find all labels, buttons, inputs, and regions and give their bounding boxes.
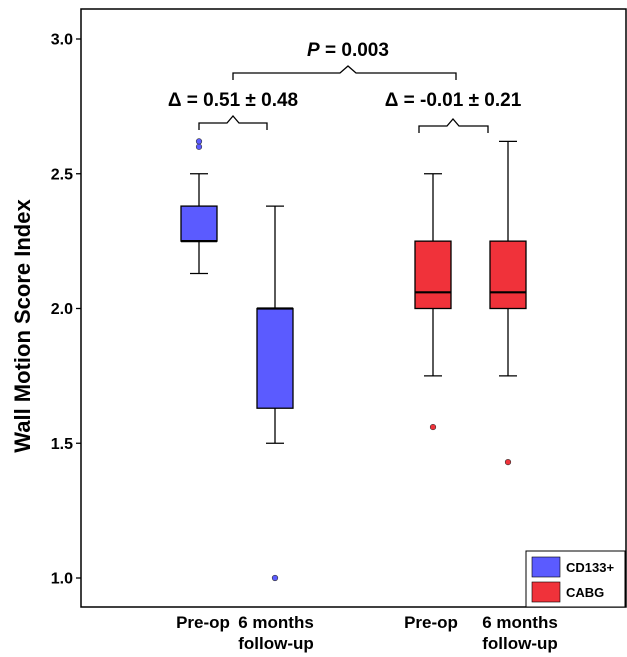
p-value-label: P = 0.003 [307, 40, 389, 61]
x-axis-labels: Pre-op 6 months follow-up Pre-op 6 months fol… [176, 613, 558, 653]
plot-frame [80, 8, 627, 608]
p-value-rest: = 0.003 [320, 40, 389, 61]
box-iqr [489, 240, 527, 310]
legend: CD133+ CABG [525, 550, 626, 608]
x-category-label: Pre-op [404, 613, 458, 632]
box-1 [180, 138, 218, 275]
delta-cd133-label: Δ = 0.51 ± 0.48 [168, 90, 298, 111]
box-iqr [256, 307, 294, 409]
y-tick-label: 2.5 [51, 166, 73, 183]
x-category-label: Pre-op [176, 613, 230, 632]
p-value-italic: P [307, 40, 320, 61]
outlier-point [429, 423, 437, 431]
delta-cabg-bracket [418, 118, 489, 133]
overall-bracket [232, 65, 457, 80]
box-iqr [180, 205, 218, 242]
box-4 [489, 140, 527, 466]
box-3 [414, 173, 452, 431]
boxes-layer [180, 138, 527, 582]
delta-cabg-label: Δ = -0.01 ± 0.21 [385, 90, 522, 111]
y-tick-label: 2.0 [51, 301, 73, 318]
y-axis: 1.0 1.5 2.0 2.5 3.0 [51, 32, 81, 588]
legend-swatch-cabg [531, 581, 561, 603]
outlier-point [504, 459, 512, 466]
legend-swatch-cd133 [531, 556, 561, 578]
x-category-label: 6 months follow-up [238, 613, 314, 653]
outlier-point [195, 143, 203, 150]
x-category-label: 6 months follow-up [482, 613, 558, 653]
y-tick-label: 1.0 [51, 571, 73, 588]
box-iqr [414, 240, 452, 310]
delta-cd133-bracket [198, 115, 268, 130]
legend-label-cd133: CD133+ [566, 560, 614, 575]
box-2 [256, 205, 294, 582]
y-tick-label: 3.0 [51, 32, 73, 49]
legend-label-cabg: CABG [566, 585, 604, 600]
outlier-point [271, 574, 279, 582]
y-axis-label: Wall Motion Score Index [10, 199, 35, 453]
outlier-point [195, 138, 203, 145]
y-tick-label: 1.5 [51, 436, 73, 453]
